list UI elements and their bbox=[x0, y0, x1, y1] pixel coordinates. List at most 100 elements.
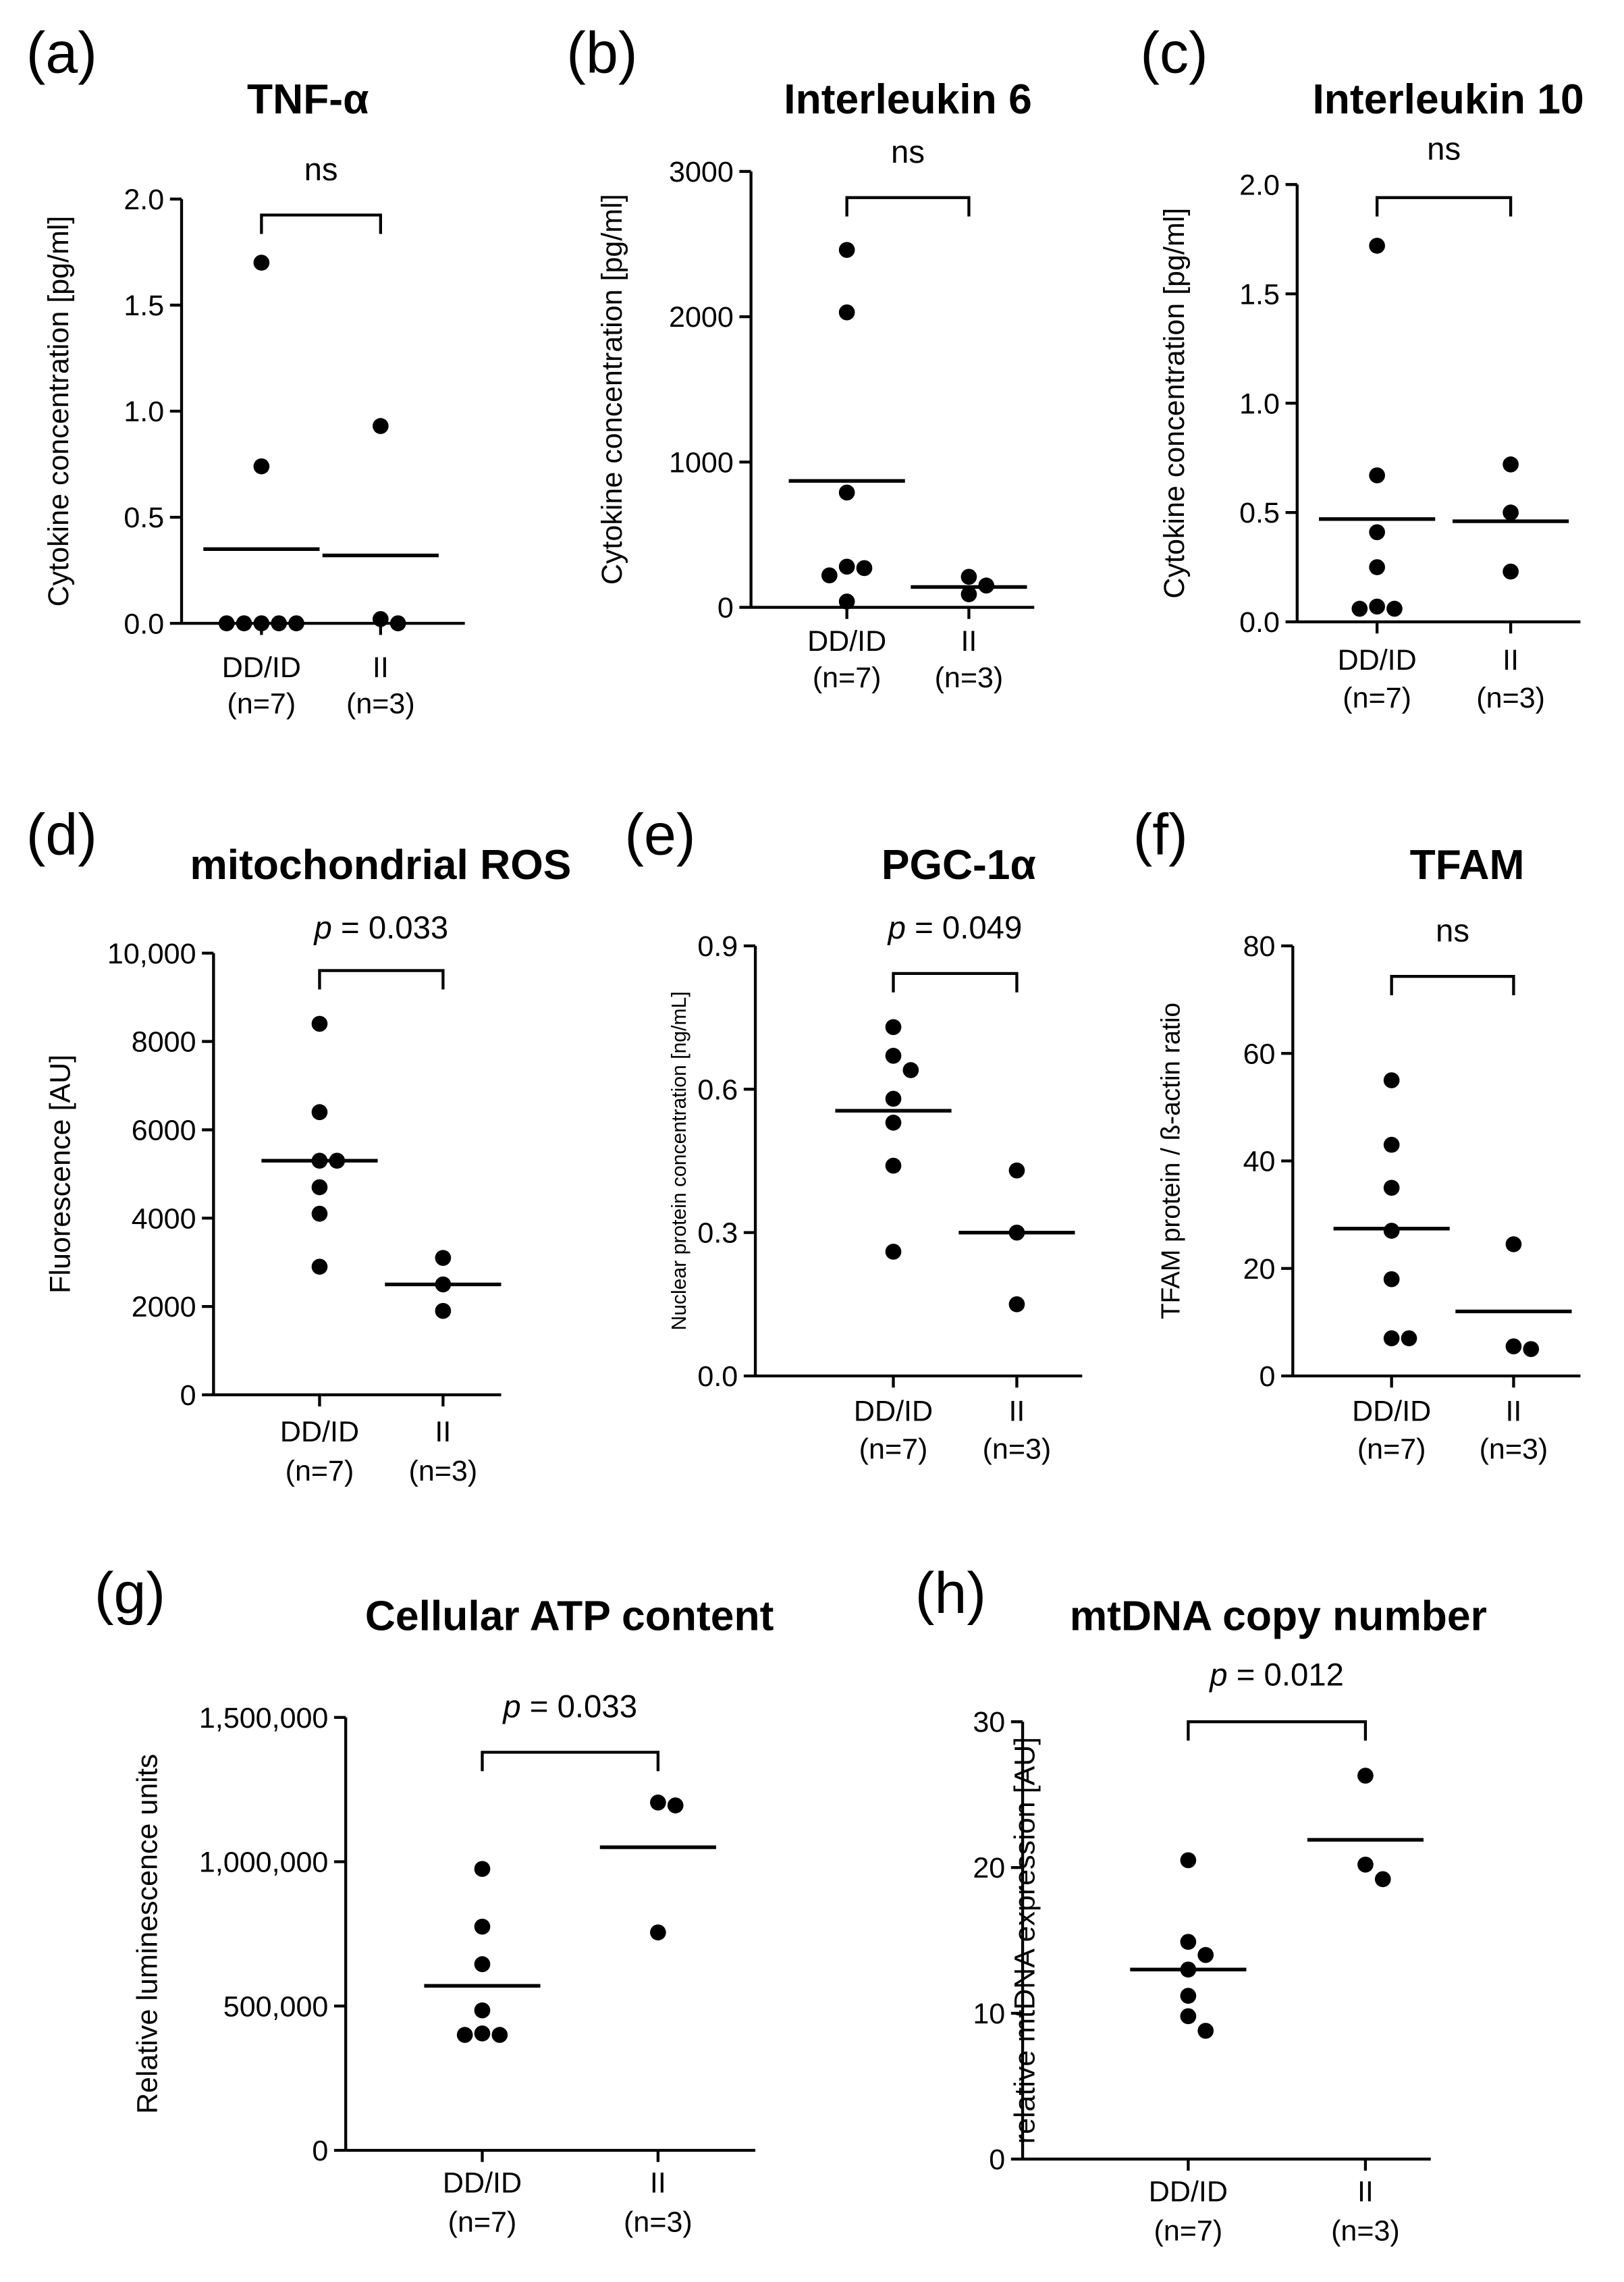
data-point bbox=[902, 1062, 919, 1078]
data-point bbox=[1180, 2008, 1197, 2025]
group-size-label: (n=3) bbox=[346, 688, 415, 720]
panel-label: (c) bbox=[1140, 21, 1208, 86]
data-point bbox=[253, 458, 270, 475]
significance-label: p = 0.033 bbox=[502, 1689, 637, 1725]
group-size-label: (n=7) bbox=[1343, 682, 1411, 714]
data-point bbox=[885, 1244, 902, 1260]
data-point bbox=[960, 568, 977, 585]
data-point bbox=[389, 615, 406, 632]
y-tick-label: 0.0 bbox=[697, 1360, 738, 1393]
significance-label: ns bbox=[304, 152, 338, 188]
data-point bbox=[1386, 600, 1403, 617]
p-value: = 0.033 bbox=[521, 1689, 637, 1725]
chart-title: TFAM bbox=[1410, 842, 1525, 888]
data-point bbox=[885, 1157, 902, 1174]
y-tick-label: 0.0 bbox=[124, 608, 164, 640]
y-tick-label: 40 bbox=[1243, 1146, 1276, 1178]
significance-label: p = 0.049 bbox=[887, 910, 1023, 946]
group-size-label: (n=7) bbox=[286, 1455, 354, 1487]
y-tick-label: 1.0 bbox=[124, 396, 164, 428]
p-value: = 0.033 bbox=[332, 910, 448, 946]
y-tick-label: 0.3 bbox=[697, 1217, 738, 1250]
data-point bbox=[253, 615, 270, 632]
data-point bbox=[838, 484, 855, 501]
panel-label: (e) bbox=[624, 802, 695, 867]
x-tick-label: II bbox=[960, 625, 977, 658]
data-point bbox=[311, 1179, 328, 1196]
significance-label: ns bbox=[1436, 913, 1469, 949]
y-tick-label: 2.0 bbox=[124, 184, 164, 216]
y-tick-label: 10,000 bbox=[107, 938, 196, 970]
y-tick-label: 1.5 bbox=[1239, 278, 1280, 311]
y-tick-label: 0.0 bbox=[1239, 606, 1280, 639]
chart-title: mtDNA copy number bbox=[1070, 1593, 1487, 1640]
p-symbol: p bbox=[1208, 1657, 1227, 1693]
data-point bbox=[1383, 1330, 1400, 1347]
x-tick-label: DD/ID bbox=[1352, 1396, 1431, 1428]
p-symbol: p bbox=[887, 910, 906, 946]
y-tick-label: 2.0 bbox=[1239, 169, 1280, 201]
data-point bbox=[288, 615, 304, 632]
y-tick-label: 2000 bbox=[669, 301, 734, 334]
data-point bbox=[1503, 456, 1519, 473]
data-point bbox=[1180, 1988, 1197, 2004]
y-tick-label: 500,000 bbox=[223, 1990, 329, 2023]
data-point bbox=[491, 2027, 508, 2043]
data-point bbox=[1383, 1179, 1400, 1196]
data-point bbox=[838, 242, 855, 258]
data-point bbox=[373, 611, 389, 627]
data-point bbox=[885, 1019, 902, 1036]
y-axis-label: Fluorescence [AU] bbox=[44, 1055, 76, 1294]
significance-bracket bbox=[1187, 1720, 1368, 1741]
y-tick-label: 1.5 bbox=[124, 290, 164, 322]
y-tick-label: 80 bbox=[1243, 930, 1276, 963]
data-point bbox=[435, 1250, 452, 1266]
data-point bbox=[885, 1115, 902, 1131]
x-tick-label: II bbox=[1503, 644, 1519, 676]
data-point bbox=[1180, 1934, 1197, 1951]
group-size-label: (n=7) bbox=[227, 688, 296, 720]
group-size-label: (n=7) bbox=[859, 1433, 928, 1466]
group-size-label: (n=3) bbox=[935, 662, 1004, 694]
data-point bbox=[218, 615, 235, 632]
chart-title: Interleukin 6 bbox=[784, 76, 1032, 123]
y-axis-label: TFAM protein / ß-actin ratio bbox=[1156, 1003, 1185, 1319]
data-point bbox=[885, 1047, 902, 1064]
x-tick-label: DD/ID bbox=[1338, 644, 1417, 676]
data-point bbox=[1357, 1768, 1374, 1784]
data-point bbox=[1180, 1852, 1197, 1869]
group-size-label: (n=3) bbox=[1331, 2214, 1400, 2247]
data-point bbox=[1369, 524, 1385, 541]
group-size-label: (n=3) bbox=[983, 1433, 1052, 1466]
data-point bbox=[474, 1956, 491, 1973]
significance-bracket bbox=[1375, 196, 1513, 217]
significance-label: p = 0.012 bbox=[1208, 1657, 1344, 1693]
y-tick-label: 8000 bbox=[132, 1026, 196, 1059]
chart-title: Cellular ATP content bbox=[365, 1593, 774, 1640]
significance-bracket bbox=[481, 1751, 660, 1772]
x-tick-label: II bbox=[373, 652, 389, 684]
group-size-label: (n=3) bbox=[1480, 1433, 1548, 1466]
group-size-label: (n=3) bbox=[1476, 682, 1545, 714]
y-tick-label: 0.5 bbox=[1239, 497, 1280, 529]
x-tick-label: DD/ID bbox=[443, 2167, 522, 2199]
data-point bbox=[373, 418, 389, 434]
x-tick-label: II bbox=[1505, 1396, 1521, 1428]
data-point bbox=[856, 560, 873, 577]
data-point bbox=[1351, 600, 1368, 617]
panel-label: (g) bbox=[94, 1561, 165, 1626]
y-tick-label: 1.0 bbox=[1239, 388, 1280, 420]
y-tick-label: 0 bbox=[1260, 1360, 1276, 1393]
significance-label: p = 0.033 bbox=[313, 910, 449, 946]
group-size-label: (n=3) bbox=[409, 1455, 478, 1487]
group-size-label: (n=7) bbox=[813, 662, 882, 694]
significance-bracket bbox=[318, 969, 445, 990]
panel-label: (a) bbox=[26, 21, 97, 86]
panel-label: (h) bbox=[915, 1561, 986, 1626]
data-point bbox=[253, 255, 270, 271]
data-point bbox=[1369, 238, 1385, 254]
y-tick-label: 2000 bbox=[132, 1291, 196, 1323]
data-point bbox=[311, 1258, 328, 1275]
data-point bbox=[1369, 559, 1385, 575]
